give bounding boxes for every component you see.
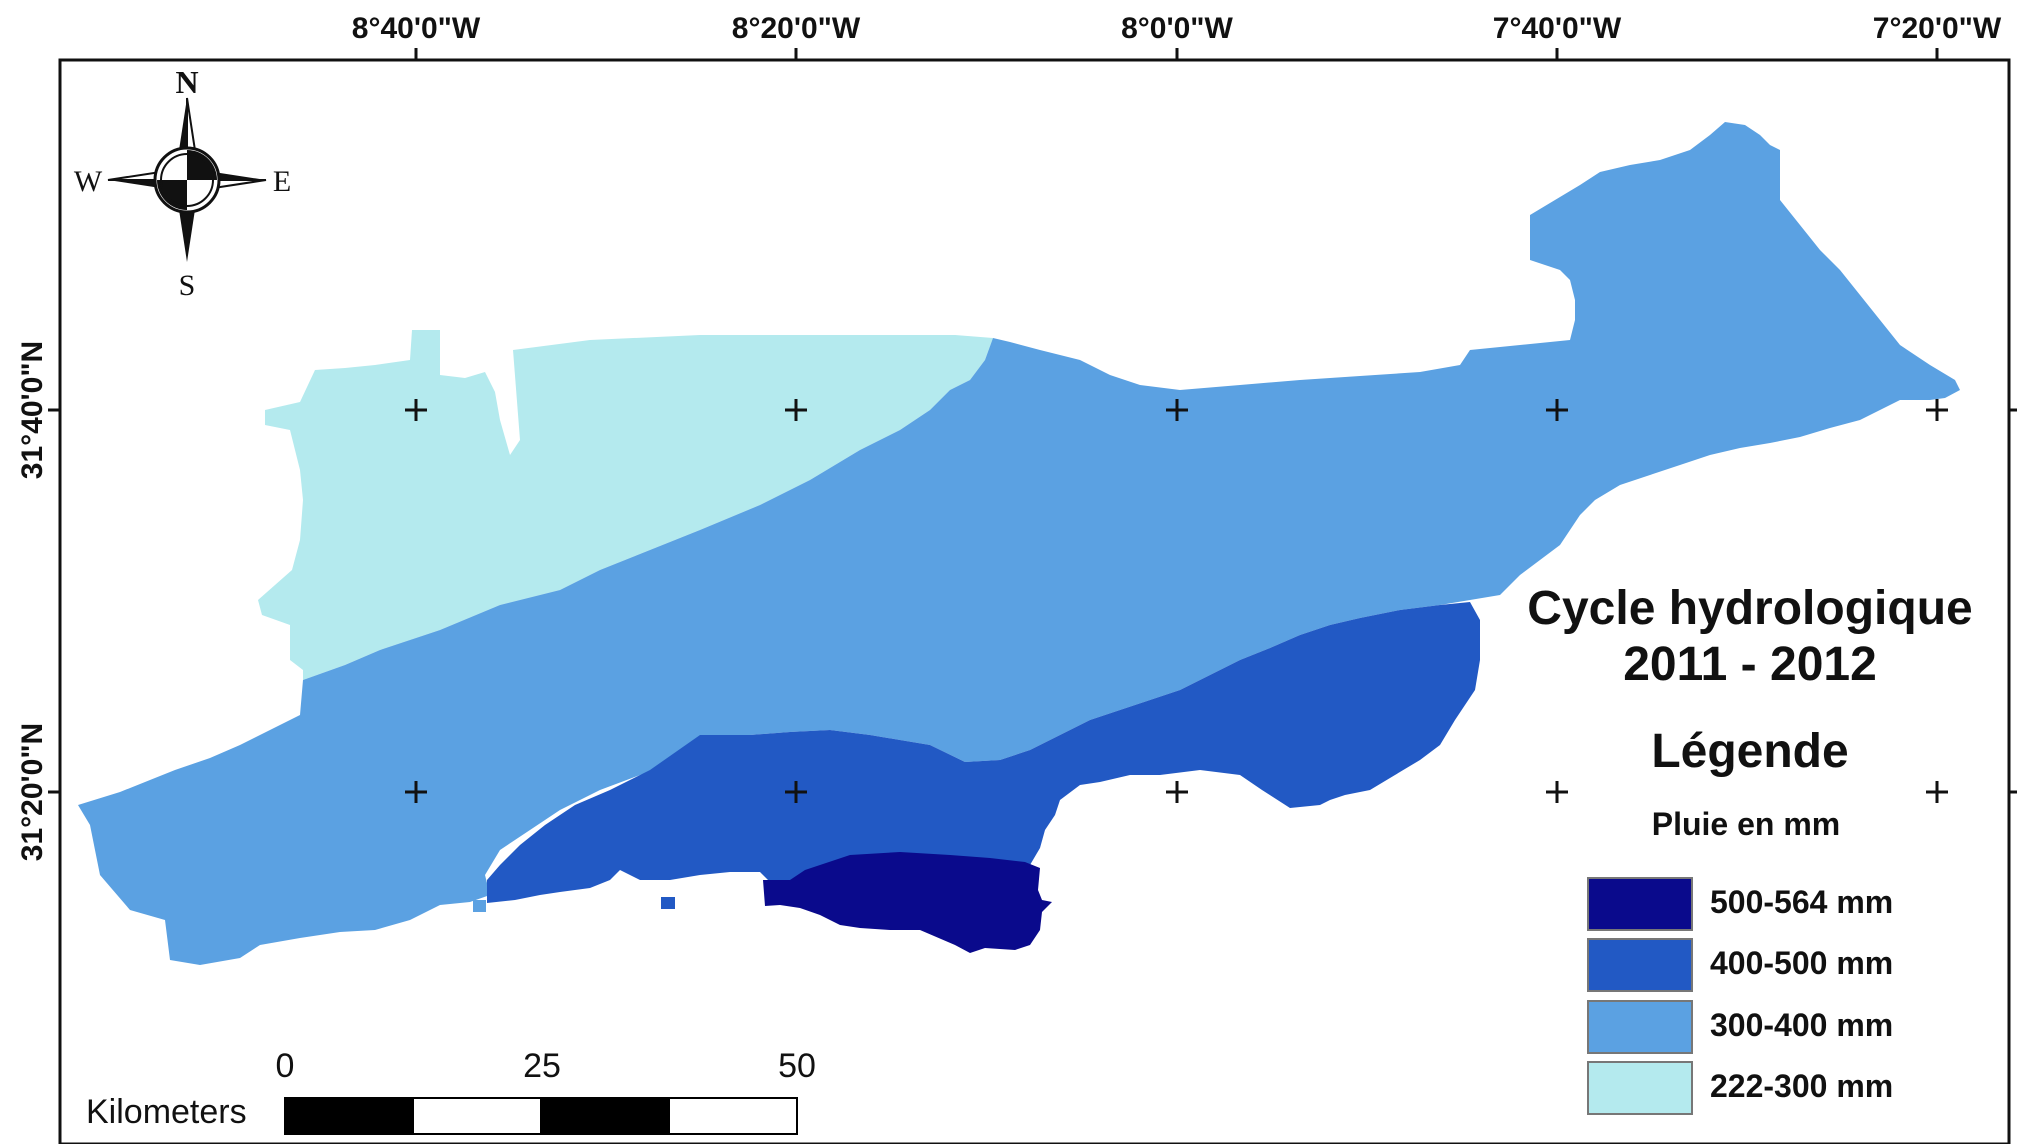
map-title-line1: Cycle hydrologique: [1527, 582, 1972, 635]
legend-label-400-500: 400-500 mm: [1710, 945, 1893, 981]
zone-outlier-block: [473, 900, 486, 912]
lon-label-2: 8°20'0"W: [732, 12, 861, 45]
lat-label-1: 31°40'0"N: [16, 341, 49, 479]
zone-300-400: [78, 122, 1960, 965]
lon-label-1: 8°40'0"W: [352, 12, 481, 45]
legend-swatch-400-500: [1587, 938, 1693, 992]
zone-400-500: [487, 602, 1480, 903]
map-title-line2: 2011 - 2012: [1623, 638, 1877, 691]
compass-n: N: [175, 64, 198, 100]
lon-label-5: 7°20'0"W: [1873, 12, 2002, 45]
lon-label-4: 7°40'0"W: [1493, 12, 1622, 45]
legend-swatch-500-564: [1587, 877, 1693, 931]
lat-label-2: 31°20'0"N: [16, 723, 49, 861]
zone-outlier-block: [661, 897, 675, 909]
scale-unit: Kilometers: [86, 1093, 247, 1131]
legend-label-300-400: 300-400 mm: [1710, 1007, 1893, 1043]
frame-ticks: [48, 48, 2017, 794]
lon-label-3: 8°0'0"W: [1121, 12, 1233, 45]
compass-e: E: [273, 165, 291, 198]
scale-bar: 0 25 50 Kilometers: [86, 1047, 816, 1135]
legend-label-222-300: 222-300 mm: [1710, 1068, 1893, 1104]
legend-subtitle: Pluie en mm: [1652, 806, 1841, 842]
north-arrow-icon: [107, 97, 267, 262]
zone-500-564: [763, 852, 1052, 953]
legend-title: Légende: [1651, 725, 1848, 778]
zone-222-300: [258, 330, 993, 680]
scale-tick-25: 25: [523, 1047, 561, 1085]
compass-s: S: [179, 269, 196, 302]
graticule-crosses: [405, 399, 1948, 803]
legend-label-500-564: 500-564 mm: [1710, 884, 1893, 920]
scale-tick-50: 50: [778, 1047, 816, 1085]
legend-items: 500-564 mm 400-500 mm 300-400 mm 222-300…: [1587, 877, 1893, 1115]
legend-swatch-300-400: [1587, 1000, 1693, 1054]
legend-swatch-222-300: [1587, 1061, 1693, 1115]
scale-tick-0: 0: [276, 1047, 295, 1085]
compass-w: W: [74, 165, 103, 198]
